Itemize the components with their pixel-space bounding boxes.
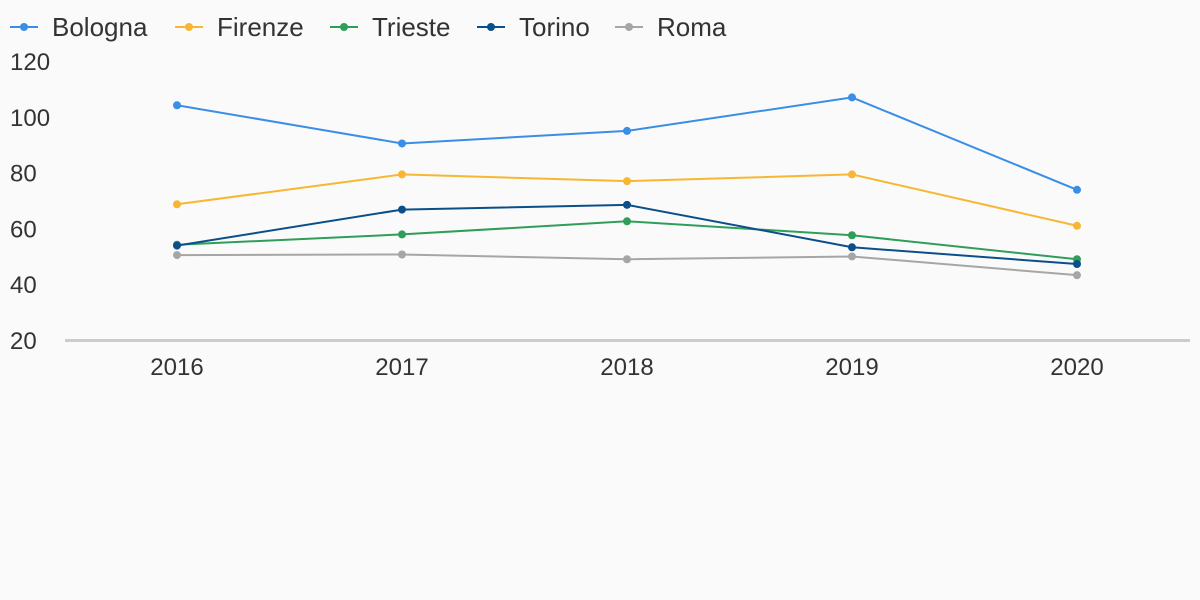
legend-item-roma: Roma — [615, 12, 727, 42]
y-tick-label: 60 — [10, 216, 37, 243]
data-point — [848, 252, 856, 261]
legend-item-bologna: Bologna — [10, 12, 148, 42]
data-point — [848, 93, 856, 102]
data-point — [623, 217, 631, 226]
data-point — [623, 177, 631, 186]
y-tick-label: 80 — [10, 161, 37, 188]
y-tick-label: 100 — [10, 105, 50, 132]
data-point — [623, 255, 631, 264]
data-point — [1073, 259, 1081, 268]
legend-label: Roma — [657, 12, 727, 42]
series-firenze — [173, 170, 1081, 230]
data-point — [623, 200, 631, 209]
data-point — [848, 231, 856, 240]
series-line — [176, 96, 1078, 191]
data-point — [1073, 221, 1081, 230]
legend-label: Torino — [519, 12, 590, 42]
data-point — [173, 101, 181, 110]
data-point — [1073, 271, 1081, 280]
data-point — [173, 241, 181, 250]
legend-item-trieste: Trieste — [330, 12, 451, 42]
data-point — [623, 126, 631, 135]
data-point — [1073, 185, 1081, 194]
x-tick-label: 2019 — [825, 354, 878, 381]
x-tick-label: 2018 — [600, 354, 653, 381]
legend-label: Firenze — [217, 12, 304, 42]
legend-swatch-marker — [340, 23, 348, 31]
data-point — [848, 170, 856, 179]
data-point — [398, 139, 406, 148]
y-axis: 20 40 60 80 100 120 — [10, 49, 50, 355]
data-point — [398, 250, 406, 259]
legend-swatch-marker — [487, 23, 495, 31]
series-torino — [173, 200, 1081, 268]
series-bologna — [173, 93, 1081, 194]
data-point — [398, 170, 406, 179]
legend-label: Trieste — [372, 12, 451, 42]
x-axis: 2016 2017 2018 2019 2020 — [150, 354, 1103, 381]
legend-item-firenze: Firenze — [175, 12, 304, 42]
data-point — [173, 200, 181, 209]
legend: Bologna Firenze Trieste Torino Roma — [10, 12, 727, 42]
y-tick-label: 40 — [10, 272, 37, 299]
legend-label: Bologna — [52, 12, 148, 42]
legend-swatch-marker — [625, 23, 633, 31]
data-point — [398, 230, 406, 239]
legend-swatch-marker — [20, 23, 28, 31]
plot-area — [173, 93, 1081, 280]
legend-swatch-marker — [185, 23, 193, 31]
legend-item-torino: Torino — [477, 12, 590, 42]
x-tick-label: 2020 — [1050, 354, 1103, 381]
data-point — [848, 243, 856, 252]
x-tick-label: 2017 — [375, 354, 428, 381]
y-tick-label: 20 — [10, 328, 37, 355]
y-tick-label: 120 — [10, 49, 50, 76]
data-point — [173, 251, 181, 260]
x-tick-label: 2016 — [150, 354, 203, 381]
series-roma — [173, 250, 1081, 280]
data-point — [398, 205, 406, 214]
